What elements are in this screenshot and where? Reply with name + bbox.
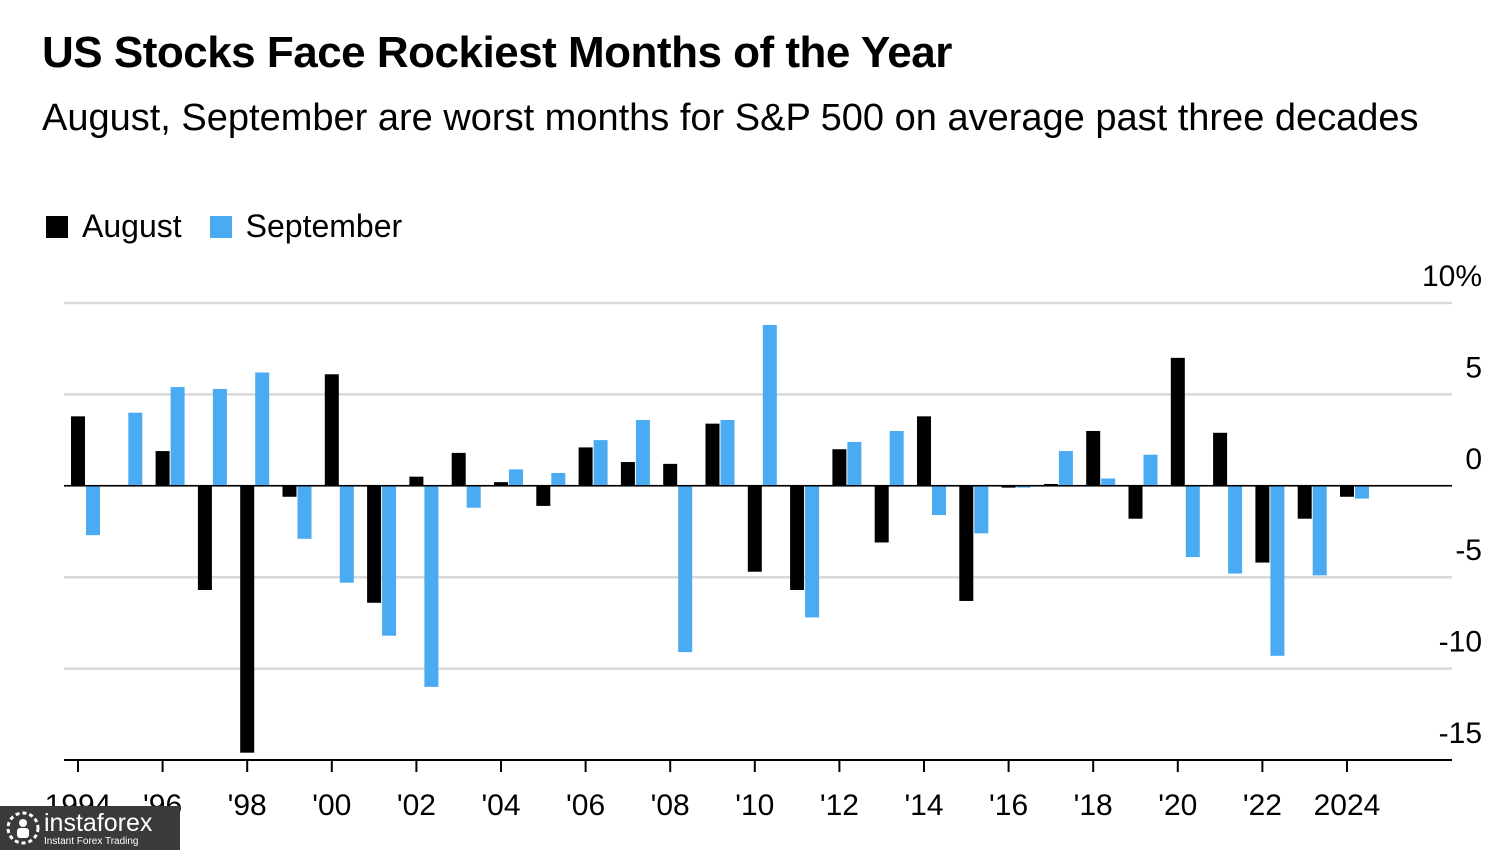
august-bar-2022	[1255, 485, 1270, 563]
y-tick-label: 0	[1465, 443, 1482, 476]
september-bar-2018	[1101, 478, 1116, 486]
watermark-name: instaforex	[44, 808, 153, 837]
september-bar-1994	[86, 485, 100, 536]
legend-item-august: August	[46, 208, 182, 245]
september-bar-2007	[635, 419, 650, 486]
legend-label-september: September	[245, 208, 403, 244]
september-bar-2005	[551, 473, 566, 486]
september-bar-2004	[509, 469, 523, 486]
chart-title: US Stocks Face Rockiest Months of the Ye…	[42, 28, 952, 77]
august-bar-1996	[155, 451, 170, 486]
september-bar-1999	[297, 485, 312, 539]
x-tick-label: '22	[1243, 789, 1282, 822]
chart-subtitle: August, September are worst months for S…	[42, 97, 1419, 139]
september-bar-2000	[339, 485, 354, 583]
legend-swatch-august	[46, 215, 68, 238]
august-bar-2020	[1170, 357, 1185, 486]
september-bar-2001	[382, 485, 397, 636]
august-bar-2003	[451, 452, 466, 486]
august-bar-2001	[367, 485, 382, 603]
x-tick-label: '04	[481, 789, 520, 822]
august-bar-2008	[663, 463, 678, 486]
august-bar-2021	[1213, 432, 1228, 486]
axes: 10%50-5-10-151994'96'98'00'02'04'06'08'1…	[45, 260, 1482, 822]
chart-legend: August September	[46, 208, 430, 245]
august-bar-1997	[197, 485, 212, 590]
september-bar-2003	[466, 485, 481, 508]
august-bar-2023	[1297, 485, 1312, 519]
x-tick-label: '14	[904, 789, 943, 822]
september-bar-2009	[720, 419, 735, 486]
august-bar-2017	[1043, 483, 1058, 486]
legend-item-september: September	[209, 208, 403, 245]
x-tick-label: '06	[566, 789, 605, 822]
august-bar-1999	[282, 485, 297, 497]
august-bar-2011	[790, 485, 805, 590]
september-bar-1998	[255, 372, 270, 486]
september-bar-2002	[424, 485, 439, 687]
september-bar-2013	[889, 430, 904, 486]
x-tick-label: '20	[1158, 789, 1197, 822]
legend-label-august: August	[82, 208, 182, 244]
august-bar-2007	[620, 462, 635, 486]
september-bar-1996	[170, 387, 185, 486]
september-bar-2012	[847, 441, 862, 486]
x-tick-label: '18	[1074, 789, 1113, 822]
august-bar-2006	[578, 447, 593, 486]
september-bar-2014	[932, 485, 946, 516]
september-bar-2011	[805, 485, 820, 618]
august-bar-2013	[874, 485, 889, 543]
y-tick-label: -5	[1455, 534, 1482, 567]
x-tick-label: '10	[735, 789, 774, 822]
september-bar-2022	[1270, 485, 1285, 656]
september-bar-2020	[1185, 485, 1200, 558]
august-bar-1998	[240, 485, 255, 753]
september-bar-2017	[1058, 451, 1073, 486]
august-bar-2010	[747, 485, 762, 572]
september-bar-2019	[1143, 454, 1158, 486]
x-tick-label: '12	[820, 789, 859, 822]
x-tick-label: '02	[397, 789, 436, 822]
september-bar-2023	[1312, 485, 1327, 576]
x-tick-label: '00	[312, 789, 351, 822]
august-bar-2018	[1086, 430, 1101, 486]
august-bar-2016	[1001, 485, 1016, 488]
september-bar-2006	[593, 440, 608, 486]
instaforex-logo-icon	[6, 811, 40, 845]
x-tick-label: '98	[228, 789, 267, 822]
september-bar-1995	[128, 412, 143, 486]
y-tick-label: -15	[1439, 717, 1482, 750]
september-bar-2008	[678, 485, 693, 653]
instaforex-watermark: instaforex Instant Forex Trading	[0, 806, 180, 850]
x-tick-label: 2024	[1314, 789, 1381, 822]
august-bar-2000	[324, 374, 339, 486]
august-bar-2004	[494, 482, 508, 486]
watermark-tagline: Instant Forex Trading	[44, 835, 139, 847]
y-tick-label: -10	[1439, 626, 1482, 659]
y-tick-label: 10%	[1422, 260, 1482, 293]
august-bar-2005	[536, 485, 551, 506]
august-bar-2012	[832, 449, 847, 486]
august-bar-2014	[917, 416, 931, 486]
september-bar-2015	[974, 485, 989, 534]
x-tick-label: '08	[651, 789, 690, 822]
september-bar-2024	[1355, 485, 1369, 499]
september-bar-2010	[762, 324, 777, 486]
august-bar-2009	[705, 423, 720, 486]
bars	[71, 324, 1369, 753]
august-bar-2024	[1340, 485, 1354, 497]
september-bar-2016	[1016, 485, 1031, 488]
x-tick-label: '16	[989, 789, 1028, 822]
september-bar-2021	[1228, 485, 1243, 574]
september-bar-1997	[212, 388, 227, 486]
august-bar-2002	[409, 476, 424, 486]
august-bar-2019	[1128, 485, 1143, 519]
y-tick-label: 5	[1465, 351, 1482, 384]
august-bar-1994	[71, 416, 85, 486]
legend-swatch-september	[209, 215, 232, 238]
august-bar-2015	[959, 485, 974, 601]
